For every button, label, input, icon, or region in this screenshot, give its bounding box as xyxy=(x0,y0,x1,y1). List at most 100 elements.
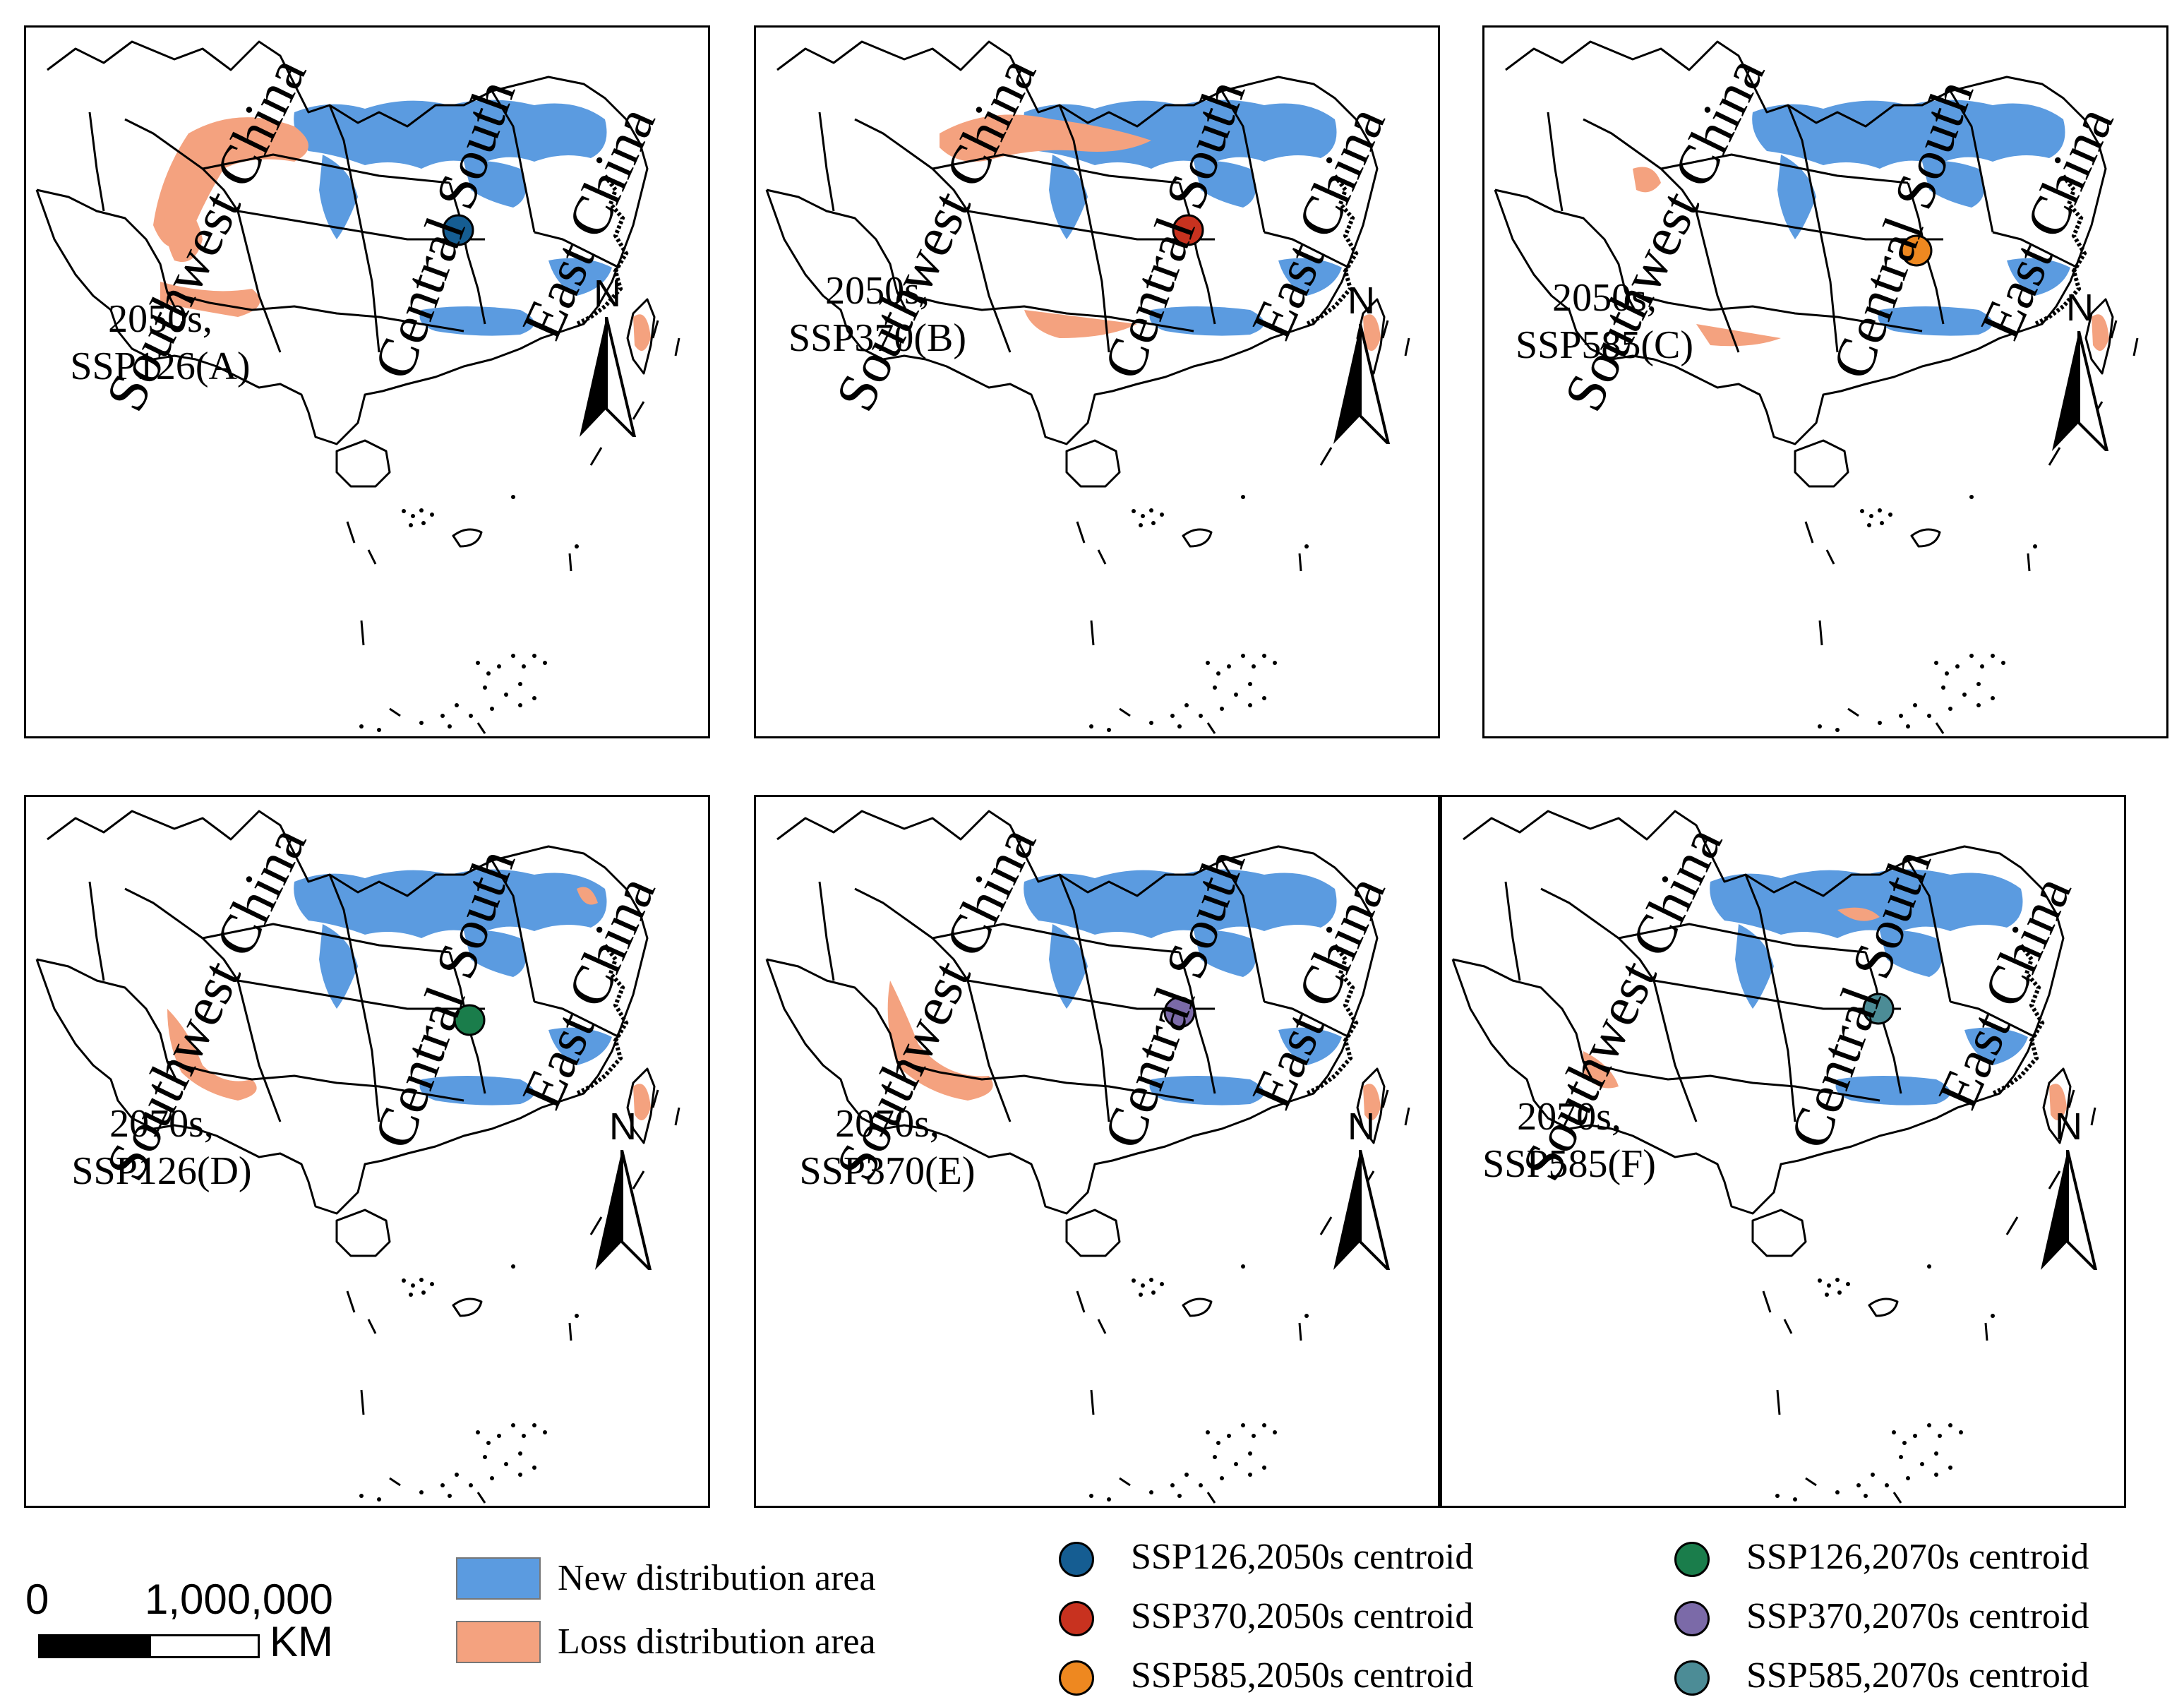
nine-dash-line xyxy=(1762,1290,1772,1313)
nine-dash-line xyxy=(568,1322,572,1341)
province-line xyxy=(36,958,179,1084)
new-distribution-patch xyxy=(548,258,612,296)
distribution-layer xyxy=(887,869,1381,1120)
centroid-marker xyxy=(1900,234,1933,267)
nine-dash-line xyxy=(1404,1107,1410,1126)
province-line xyxy=(1058,104,1110,353)
nine-dash-line xyxy=(1298,553,1302,572)
province-line xyxy=(1992,231,2078,269)
nine-dash-line xyxy=(476,1492,486,1504)
new-distribution-patch xyxy=(1049,924,1088,1009)
centroid-legend-marker xyxy=(1059,1542,1094,1577)
nine-dash-line xyxy=(652,320,659,339)
nine-dash-line xyxy=(389,707,401,717)
new-distribution-patch xyxy=(1735,924,1774,1009)
nine-dash-line xyxy=(632,401,645,420)
nine-dash-line xyxy=(1119,1477,1131,1487)
nine-dash-line xyxy=(1984,1322,1988,1341)
north-label: N xyxy=(609,1105,637,1148)
nine-dash-line xyxy=(367,1319,377,1334)
scenario-label: SSP126(A) xyxy=(70,344,251,389)
small-island xyxy=(452,528,483,548)
province-line xyxy=(1618,923,1866,954)
hainan-island xyxy=(335,1209,391,1257)
loss-distribution-patch xyxy=(633,314,651,351)
new-distribution-patch xyxy=(2007,258,2070,296)
hainan-island xyxy=(335,439,391,488)
province-line xyxy=(491,90,536,233)
nine-dash-line xyxy=(1404,337,1410,356)
province-line xyxy=(1264,1000,1350,1038)
new-distribution-patch xyxy=(1880,930,1942,977)
new-distribution-patch xyxy=(294,869,607,938)
province-line xyxy=(167,291,464,332)
distribution-layer xyxy=(1583,869,2067,1120)
coastline-detail xyxy=(1305,944,1359,1096)
province-line xyxy=(1907,860,1952,1002)
province-line xyxy=(1178,952,1216,1094)
province-line xyxy=(1058,874,1110,1122)
centroid-legend-label: SSP370,2070s centroid xyxy=(1746,1596,2089,1636)
province-line xyxy=(88,881,105,981)
nine-dash-line xyxy=(1825,549,1835,565)
nine-dash-line xyxy=(674,1107,680,1126)
loss-distribution-patch xyxy=(2049,1084,2067,1120)
centroid-marker xyxy=(442,214,474,246)
nine-dash-line xyxy=(360,620,365,646)
nine-dash-line xyxy=(1892,1492,1902,1504)
island-dots xyxy=(1818,495,2037,732)
nine-dash-line xyxy=(2090,1107,2096,1126)
panel-label: 2050s, SSP585(C) xyxy=(1484,275,1732,369)
province-line xyxy=(1452,958,1595,1084)
province-line xyxy=(1949,90,1994,233)
panel-label: 2050s, SSP370(B) xyxy=(756,268,1004,362)
scenario-label: SSP585(C) xyxy=(1515,323,1694,368)
panel-label: 2070s, SSP126(D) xyxy=(35,1101,289,1195)
north-label: N xyxy=(1348,280,1375,322)
new-distribution-patch xyxy=(1777,155,1816,239)
scalebar-white-segment xyxy=(149,1634,260,1658)
province-line xyxy=(766,958,909,1084)
legend-label: New distribution area xyxy=(558,1558,876,1598)
nine-dash-line xyxy=(1381,320,1389,339)
loss-distribution-patch xyxy=(887,981,993,1101)
legend-label: Loss distribution area xyxy=(558,1622,876,1662)
period-label: 2050s, xyxy=(1552,276,1657,320)
coastline-detail xyxy=(575,174,629,326)
hainan-island xyxy=(1794,439,1849,488)
scalebar-black-segment xyxy=(38,1634,151,1658)
province-line xyxy=(1625,291,1923,332)
centroid-marker xyxy=(453,1004,486,1036)
province-line xyxy=(896,1060,1194,1102)
map-panel-c: Southwest China Central South East China 20… xyxy=(1482,25,2168,738)
new-distribution-patch xyxy=(1049,155,1088,239)
nine-dash-line xyxy=(367,549,377,565)
nine-dash-line xyxy=(360,1389,365,1415)
map-base xyxy=(35,810,680,1504)
north-arrow-icon xyxy=(2041,1150,2098,1270)
nine-dash-line xyxy=(1119,707,1131,717)
taiwan-island xyxy=(1356,1067,1386,1144)
centroid-legend-marker xyxy=(1059,1601,1094,1636)
north-label: N xyxy=(1348,1105,1375,1148)
scalebar-max: 1,000,000 xyxy=(145,1576,333,1623)
nine-dash-line xyxy=(652,1089,659,1108)
map-panel-f: Southwest China Central South East China 20… xyxy=(1440,795,2126,1508)
legend-swatch xyxy=(456,1557,541,1600)
new-distribution-patch xyxy=(1278,258,1342,296)
new-distribution-patch xyxy=(464,160,526,208)
nine-dash-line xyxy=(589,1216,603,1235)
north-arrow-icon xyxy=(2052,331,2109,451)
centroid-legend-marker xyxy=(1674,1601,1710,1636)
province-line xyxy=(1494,188,1638,314)
north-arrow-icon xyxy=(1333,1150,1391,1270)
new-distribution-patch xyxy=(548,1027,612,1065)
period-label: 2050s, xyxy=(108,297,212,341)
nine-dash-line xyxy=(2132,337,2139,356)
centroid-legend-marker xyxy=(1674,1660,1710,1696)
new-distribution-patch xyxy=(1278,1027,1342,1065)
hainan-island xyxy=(1065,439,1121,488)
province-line xyxy=(1583,1060,1880,1102)
nine-dash-line xyxy=(1090,1389,1095,1415)
north-label: N xyxy=(2055,1105,2082,1148)
